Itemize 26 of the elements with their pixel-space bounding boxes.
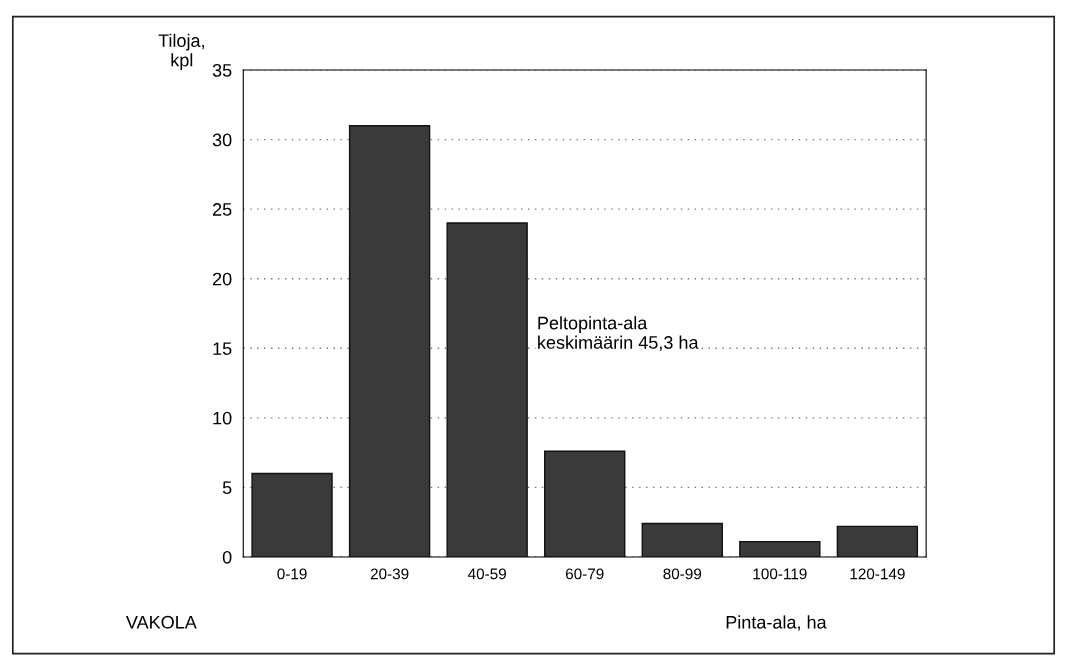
bar <box>544 450 626 557</box>
x-tick-label: 20-39 <box>370 568 409 580</box>
y-tick-label: 25 <box>212 203 232 216</box>
x-axis-title: Pinta-ala, ha <box>726 615 827 631</box>
x-tick-label: 60-79 <box>565 568 604 580</box>
y-axis-title: Tiloja, kpl <box>158 33 204 71</box>
y-tick-label: 35 <box>212 63 232 77</box>
x-tick-label: 80-99 <box>663 568 702 580</box>
bar <box>446 222 528 557</box>
x-tick-label: 40-59 <box>467 568 506 580</box>
bar <box>739 540 821 557</box>
y-tick-label: 0 <box>222 550 232 564</box>
annotation: Peltopinta-ala keskimäärin 45,3 ha <box>538 316 699 352</box>
bar <box>641 522 723 557</box>
y-tick-label: 15 <box>213 342 232 355</box>
y-tick-label: 5 <box>222 481 232 495</box>
bar <box>836 525 919 557</box>
x-tick-label: 0-19 <box>277 568 307 580</box>
y-tick-label: 10 <box>213 411 232 425</box>
bar <box>251 472 333 557</box>
x-tick-label: 120-149 <box>850 568 905 580</box>
text: VAKOLA <box>125 615 197 629</box>
bar <box>348 124 431 557</box>
y-tick-label: 30 <box>212 133 232 147</box>
y-tick-label: 20 <box>212 272 232 286</box>
x-tick-label: 100-119 <box>753 568 807 580</box>
